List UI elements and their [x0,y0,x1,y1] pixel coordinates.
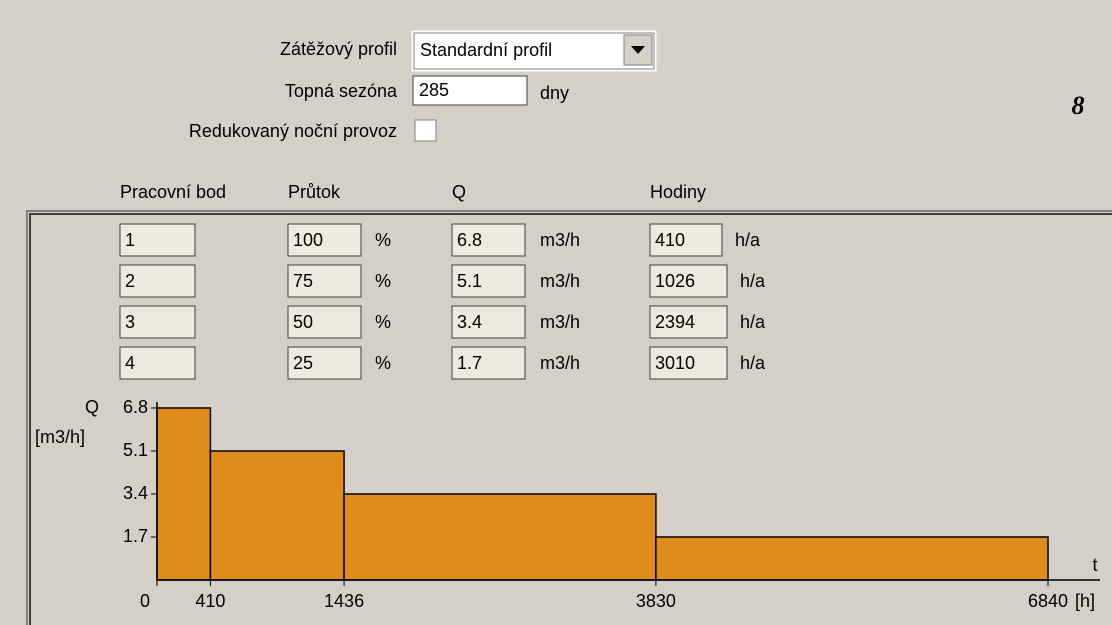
x-tick-label: 1436 [324,591,364,611]
field-value: 3 [125,312,135,332]
text-field [649,223,723,257]
unit-label: % [375,353,391,373]
column-header: Průtok [288,182,341,202]
x-tick-label: 3830 [636,591,676,611]
night-checkbox[interactable] [414,119,437,142]
dropdown-arrow [631,46,645,54]
season-label: Topná sezóna [285,81,398,101]
field-value: 2394 [655,312,695,332]
unit-label: % [375,271,391,291]
text-field [451,346,526,380]
text-field [287,264,362,298]
bar [209,450,345,581]
text-field [119,264,196,298]
y-tick-label: 1.7 [123,526,148,546]
x-axis-label: t [1092,555,1097,575]
x-axis-unit: [h] [1075,591,1095,611]
field-value: 3010 [655,353,695,373]
text-field [649,305,728,339]
y-tick-label: 6.8 [123,397,148,417]
text-field [119,223,196,257]
field-value: 6.8 [457,230,482,250]
text-field [287,223,362,257]
field-value: 410 [655,230,685,250]
unit-label: % [375,230,391,250]
season-input[interactable] [412,75,528,106]
field-value: 4 [125,353,135,373]
profile-label: Zátěžový profil [280,39,397,59]
y-tick-label: 5.1 [123,440,148,460]
panel-border [26,210,1112,625]
text-field [451,305,526,339]
text-field [119,346,196,380]
text-field [287,346,362,380]
field-value: 75 [293,271,313,291]
season-unit: dny [540,83,569,103]
unit-label: m3/h [540,271,580,291]
x-tick-label: 410 [195,591,225,611]
y-axis-label: Q [85,397,99,417]
profile-value: Standardní profil [420,40,552,60]
column-header: Pracovní bod [120,182,226,202]
y-axis-unit: [m3/h] [35,427,85,447]
bar [343,493,657,581]
field-value: 25 [293,353,313,373]
unit-label: % [375,312,391,332]
unit-label: h/a [740,312,766,332]
column-header: Q [452,182,466,202]
text-field [451,223,526,257]
field-value: 1026 [655,271,695,291]
text-field [119,305,196,339]
logo: 8 [1072,91,1085,120]
unit-label: m3/h [540,353,580,373]
x-tick-label: 6840 [1028,591,1068,611]
field-value: 1 [125,230,135,250]
field-value: 1.7 [457,353,482,373]
unit-label: h/a [740,271,766,291]
text-field [287,305,362,339]
bar [156,407,212,581]
profile-select-frame [413,32,655,70]
field-value: 5.1 [457,271,482,291]
unit-label: h/a [735,230,761,250]
column-header: Hodiny [650,182,706,202]
bar [655,536,1049,581]
field-value: 3.4 [457,312,482,332]
field-value: 50 [293,312,313,332]
season-value: 285 [419,80,449,100]
text-field [649,264,728,298]
night-label: Redukovaný noční provoz [189,121,397,141]
unit-label: m3/h [540,312,580,332]
unit-label: h/a [740,353,766,373]
panel-border-inner [29,213,1112,625]
x-tick-label: 0 [140,591,150,611]
text-field [451,264,526,298]
y-tick-label: 3.4 [123,483,148,503]
text-field [649,346,728,380]
field-value: 2 [125,271,135,291]
field-value: 100 [293,230,323,250]
unit-label: m3/h [540,230,580,250]
